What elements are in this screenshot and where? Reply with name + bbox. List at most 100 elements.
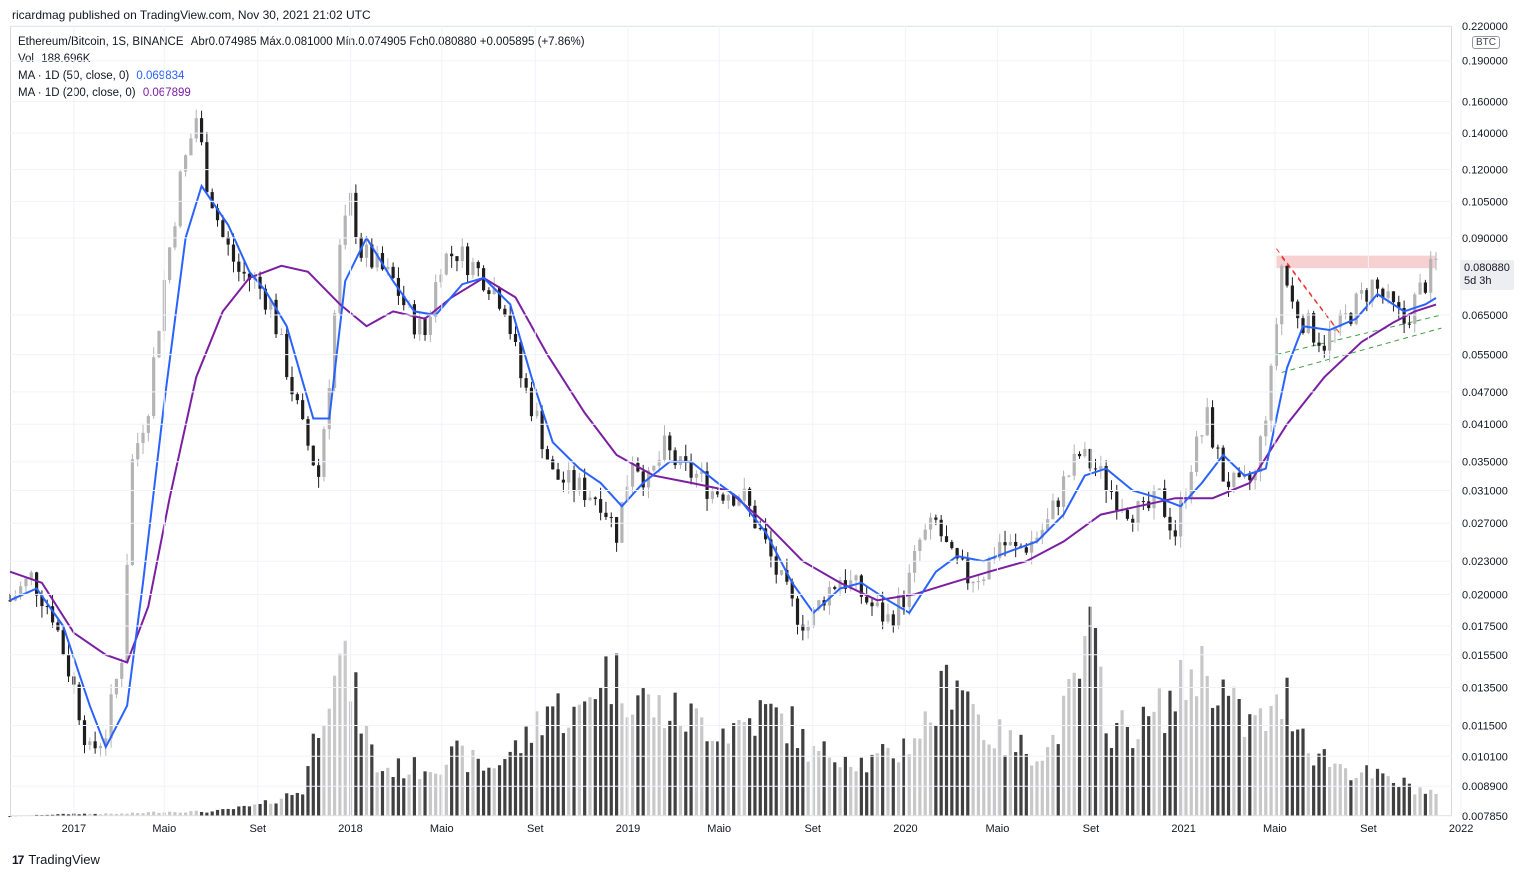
candle-body bbox=[1359, 290, 1364, 294]
time-tick-label: Maio bbox=[1263, 823, 1287, 835]
candle-body bbox=[1232, 472, 1236, 488]
candle-body bbox=[1338, 313, 1342, 328]
symbol-name[interactable]: Ethereum/Bitcoin, 1S, BINANCE bbox=[18, 36, 184, 48]
volume-bar bbox=[599, 687, 603, 816]
volume-bar bbox=[1397, 787, 1401, 816]
volume-bar bbox=[604, 656, 608, 816]
last-price-value: 0.080880 bbox=[1464, 262, 1510, 274]
volume-bar bbox=[652, 717, 656, 816]
price-tick-label: 0.035000 bbox=[1462, 457, 1508, 469]
volume-bar bbox=[285, 793, 289, 816]
candle-body bbox=[561, 479, 565, 483]
candle-body bbox=[497, 288, 502, 309]
volume-bar bbox=[1014, 752, 1018, 816]
candle-body bbox=[1115, 491, 1119, 511]
volume-bar bbox=[1109, 747, 1114, 816]
candle-body bbox=[881, 602, 885, 622]
candle-body bbox=[1328, 330, 1332, 351]
candle-body bbox=[1093, 468, 1098, 470]
candle-body bbox=[620, 502, 624, 543]
candle-body bbox=[966, 559, 970, 584]
time-tick-label: Set bbox=[804, 823, 821, 835]
footer-brand[interactable]: 17 TradingView bbox=[12, 852, 100, 867]
candle-body bbox=[1269, 365, 1273, 421]
volume-bar bbox=[391, 776, 395, 816]
candle-series bbox=[8, 109, 1438, 758]
volume-bar bbox=[992, 748, 996, 816]
price-tick-label: 0.120000 bbox=[1462, 165, 1508, 177]
volume-bar bbox=[577, 704, 581, 816]
currency-button[interactable]: BTC bbox=[1472, 36, 1500, 49]
volume-bar bbox=[471, 749, 475, 816]
price-tick-label: 0.015500 bbox=[1462, 650, 1508, 662]
candle-body bbox=[912, 551, 917, 573]
volume-bar bbox=[684, 731, 688, 816]
candle-body bbox=[1375, 279, 1380, 289]
volume-bar bbox=[998, 719, 1002, 816]
candle-body bbox=[1429, 258, 1433, 293]
volume-bar bbox=[56, 814, 60, 816]
candle-body bbox=[1024, 547, 1028, 553]
volume-bar bbox=[109, 813, 113, 816]
candle-body bbox=[1370, 279, 1374, 302]
candle-body bbox=[811, 608, 816, 627]
time-tick-label: 2018 bbox=[338, 823, 362, 835]
volume-bar bbox=[1221, 679, 1225, 816]
candle-body bbox=[859, 575, 863, 597]
volume-bar bbox=[763, 704, 768, 816]
candle-body bbox=[402, 295, 406, 306]
volume-bar bbox=[1242, 736, 1247, 816]
ma200-label[interactable]: MA · 1D (200, close, 0) bbox=[18, 87, 136, 99]
volume-bar bbox=[1349, 780, 1353, 816]
volume-bar bbox=[673, 692, 677, 816]
candle-body bbox=[306, 419, 310, 446]
volume-bar bbox=[934, 725, 938, 816]
candle-body bbox=[806, 626, 810, 631]
volume-bar bbox=[529, 742, 534, 816]
volume-bar bbox=[625, 717, 629, 816]
candle-body bbox=[1030, 541, 1034, 553]
volume-bar bbox=[290, 795, 294, 816]
price-tick-label: 0.010100 bbox=[1462, 751, 1508, 763]
volume-bar bbox=[1232, 686, 1236, 816]
volume-bar bbox=[311, 733, 315, 816]
candle-body bbox=[1237, 472, 1241, 478]
volume-bar bbox=[806, 761, 810, 816]
volume-bar bbox=[1056, 744, 1060, 816]
candle-body bbox=[923, 529, 927, 540]
candle-body bbox=[1386, 291, 1390, 299]
volume-bar bbox=[332, 675, 337, 816]
volume-bar bbox=[130, 812, 134, 816]
candle-body bbox=[849, 580, 853, 589]
candle-body bbox=[944, 536, 949, 542]
volume-bar bbox=[279, 798, 283, 816]
volume-bar bbox=[1051, 734, 1055, 816]
volume-bar bbox=[1269, 706, 1273, 816]
time-axis: 2017 Maio Set 2018 Maio Set 2019 Maio Set 2020 Mai… bbox=[62, 26, 1473, 835]
volume-bar bbox=[1157, 688, 1161, 816]
volume-bar bbox=[982, 740, 986, 816]
volume-bar bbox=[668, 720, 672, 816]
candle-body bbox=[1258, 436, 1263, 472]
volume-bar bbox=[1333, 763, 1337, 816]
volume-bar bbox=[1147, 716, 1151, 816]
volume-bar bbox=[1152, 711, 1156, 816]
candle-body bbox=[380, 252, 385, 270]
volume-bar bbox=[1077, 678, 1082, 816]
candle-body bbox=[386, 266, 390, 270]
candle-body bbox=[1104, 466, 1108, 491]
candle-body bbox=[1407, 323, 1412, 325]
candle-body bbox=[641, 471, 645, 488]
volume-bar bbox=[833, 762, 837, 816]
time-tick-label: Maio bbox=[152, 823, 176, 835]
volume-bar bbox=[1264, 731, 1268, 816]
candle-body bbox=[865, 596, 869, 603]
volume-bar bbox=[1237, 699, 1241, 816]
candle-body bbox=[1226, 481, 1231, 488]
volume-bar bbox=[630, 714, 635, 816]
volume-label[interactable]: Vol bbox=[18, 53, 34, 65]
time-tick-label: 2020 bbox=[893, 823, 917, 835]
volume-bar bbox=[865, 772, 869, 816]
candle-body bbox=[891, 614, 895, 626]
